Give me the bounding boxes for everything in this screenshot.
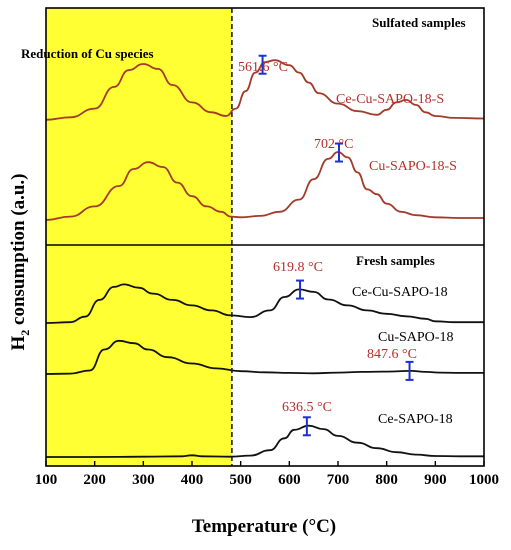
x-tick-label: 500 <box>229 472 252 488</box>
x-tick-label: 200 <box>83 472 106 488</box>
peak-label-702: 702 °C <box>314 137 353 152</box>
x-tick-label: 700 <box>327 472 350 488</box>
x-axis-title: Temperature (°C) <box>192 516 336 537</box>
x-tick-label: 800 <box>375 472 398 488</box>
highlight-label: Reduction of Cu species <box>21 46 154 61</box>
series-line-ce-cu-sapo-18-s <box>45 59 485 121</box>
series-line-ce-sapo-18 <box>45 424 484 458</box>
plot-frame <box>45 7 485 467</box>
series-label-ce-sapo-18: Ce-SAPO-18 <box>378 412 453 427</box>
series-layer <box>45 59 485 458</box>
x-tick-label: 600 <box>278 472 301 488</box>
series-line-ce-cu-sapo-18 <box>45 283 484 324</box>
peak-markers <box>258 54 414 437</box>
peak-label-636: 636.5 °C <box>282 400 332 415</box>
series-label-ce-cu-sapo-18: Ce-Cu-SAPO-18 <box>352 285 448 300</box>
panel-title-fresh: Fresh samples <box>356 253 435 268</box>
series-label-ce-cu-sapo-18-s: Ce-Cu-SAPO-18-S <box>336 92 444 107</box>
series-line-cu-sapo-18-s <box>45 151 484 221</box>
series-label-cu-sapo-18-s: Cu-SAPO-18-S <box>369 159 457 174</box>
peak-label-847: 847.6 °C <box>367 347 417 362</box>
series-line-cu-sapo-18 <box>45 339 484 375</box>
x-tick-label: 400 <box>181 472 204 488</box>
x-axis: 100 200 300 400 500 600 700 800 900 1000 <box>35 461 499 488</box>
peak-label-561: 561.6 °C <box>238 60 288 75</box>
panel-title-sulfated: Sulfated samples <box>372 15 466 30</box>
x-tick-label: 900 <box>424 472 447 488</box>
x-tick-label: 1000 <box>469 472 499 488</box>
highlight-region <box>46 8 232 466</box>
peak-marker-cu-sapo-18 <box>405 360 414 381</box>
x-tick-label: 100 <box>35 472 58 488</box>
series-label-cu-sapo-18: Cu-SAPO-18 <box>378 330 453 345</box>
peak-marker-ce-sapo-18 <box>302 416 311 437</box>
peak-marker-ce-cu-sapo-18-s <box>258 54 267 75</box>
x-tick-label: 300 <box>132 472 155 488</box>
peak-marker-ce-cu-sapo-18 <box>296 279 305 300</box>
peak-label-619: 619.8 °C <box>273 260 323 275</box>
peak-marker-cu-sapo-18-s <box>334 142 343 163</box>
y-axis-title: H2 consumption (a.u.) <box>8 173 32 350</box>
